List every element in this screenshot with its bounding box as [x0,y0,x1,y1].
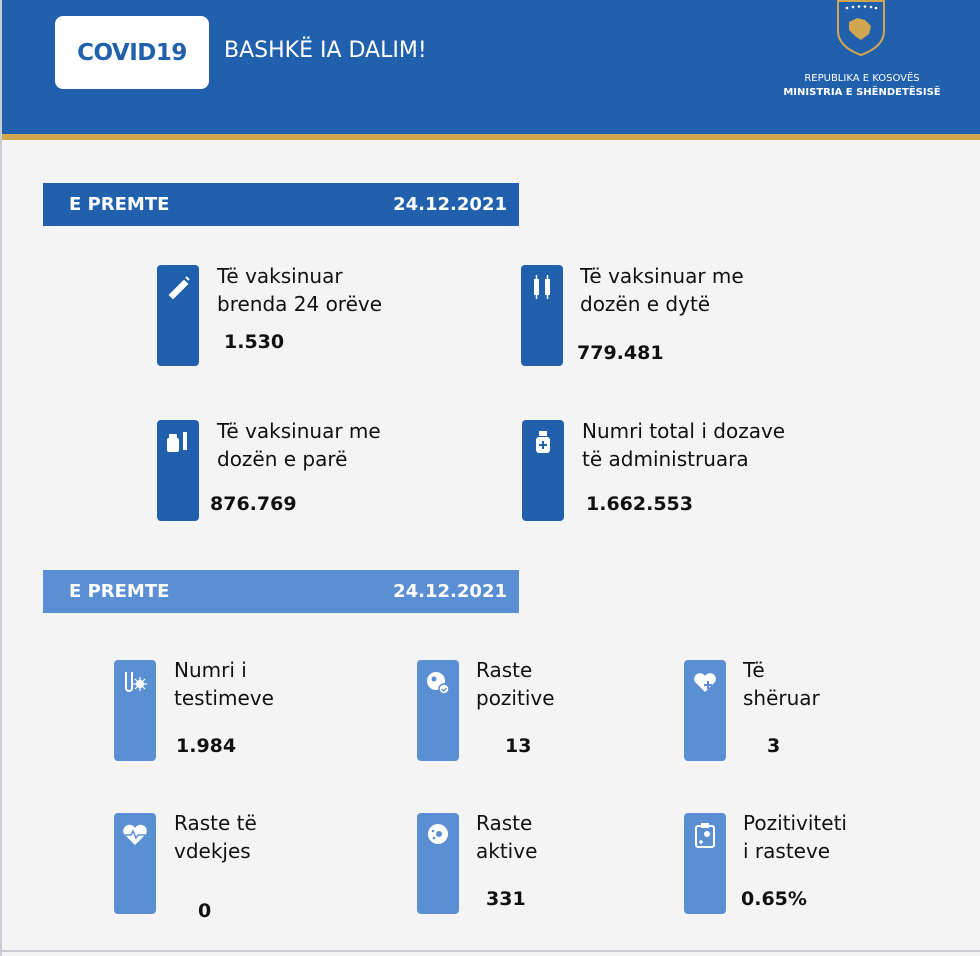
label-line: pozitive [476,686,555,710]
vaccinated-24h-value: 1.530 [224,331,285,353]
label-line: Të vaksinuar [217,264,343,288]
syringe-icon [157,265,199,366]
label-line: Raste [476,658,533,682]
label-line: dozën e dytë [580,292,711,316]
test-tube-icon [114,660,156,761]
day-label: E PREMTE [69,194,170,215]
cases-date-bar: E PREMTE 24.12.2021 [43,570,519,613]
vaccination-date-bar: E PREMTE 24.12.2021 [43,183,519,226]
ministry-label: REPUBLIKA E KOSOVËS MINISTRIA E SHËNDETËS… [762,72,962,100]
label-line: vdekjes [174,839,251,863]
kosovo-emblem-icon [837,0,885,56]
heartbeat-icon [114,813,156,914]
tests-label: Numri i testimeve [174,656,274,712]
label-line: aktive [476,839,538,863]
active-cases-label: Raste aktive [476,809,537,865]
active-cases-value: 331 [486,888,526,910]
two-syringes-icon [521,265,563,366]
label-line: të administruara [582,447,749,471]
label-line: testimeve [174,686,274,710]
positivity-value: 0.65% [741,888,807,910]
gold-divider [2,134,980,140]
positive-cases-label: Raste pozitive [476,656,555,712]
first-dose-label: Të vaksinuar me dozën e parë [217,417,381,473]
virus-check-icon [417,660,459,761]
date-label: 24.12.2021 [393,581,507,602]
clipboard-icon [684,813,726,914]
slogan: BASHKË IA DALIM! [224,38,427,63]
virus-icon [417,813,459,914]
vaccinated-24h-label: Të vaksinuar brenda 24 orëve [217,262,382,318]
second-dose-label: Të vaksinuar me dozën e dytë [580,262,744,318]
label-line: Raste të [174,811,257,835]
vaccine-bottle-icon [522,420,564,521]
positivity-label: Pozitiviteti i rasteve [743,809,847,865]
vial-syringe-icon [157,420,199,521]
recovered-label: Të shëruar [743,656,820,712]
tests-value: 1.984 [176,735,237,757]
label-line: Numri total i dozave [582,419,786,443]
label-line: brenda 24 orëve [217,292,383,316]
total-doses-label: Numri total i dozave të administruara [582,417,785,473]
heart-plus-icon [684,660,726,761]
first-dose-value: 876.769 [210,493,297,515]
label-line: Të [743,658,765,682]
label-line: Të vaksinuar me [580,264,744,288]
bottom-border [2,950,980,952]
second-dose-value: 779.481 [577,342,664,364]
total-doses-value: 1.662.553 [586,493,693,515]
label-line: Numri i [174,658,247,682]
recovered-value: 3 [767,735,781,757]
label-line: dozën e parë [217,447,348,471]
republic-text: REPUBLIKA E KOSOVËS [804,73,920,84]
deaths-label: Raste të vdekjes [174,809,257,865]
label-line: Të vaksinuar me [217,419,381,443]
date-label: 24.12.2021 [393,194,507,215]
positive-cases-value: 13 [505,735,532,757]
covid19-logo: COVID19 [55,16,209,89]
day-label: E PREMTE [69,581,170,602]
header: COVID19 BASHKË IA DALIM! REPUBLIKA E KOS… [2,0,980,134]
deaths-value: 0 [198,900,212,922]
label-line: Raste [476,811,533,835]
label-line: shëruar [743,686,820,710]
ministry-text: MINISTRIA E SHËNDETËSISË [783,87,941,98]
label-line: i rasteve [743,839,831,863]
label-line: Pozitiviteti [743,811,847,835]
